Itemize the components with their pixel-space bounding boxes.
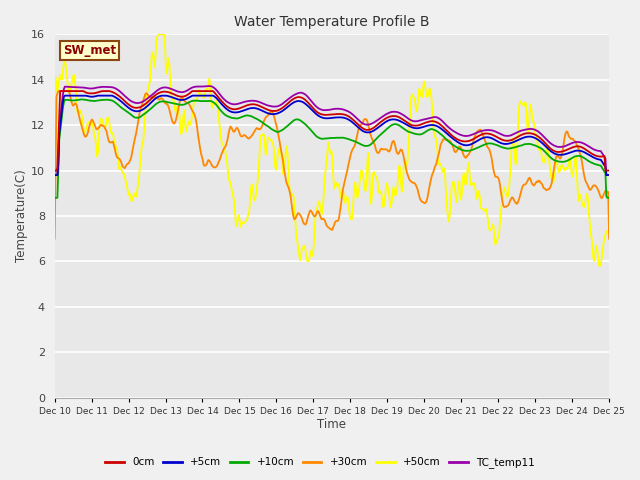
+30cm	[605, 236, 613, 241]
0cm	[150, 94, 157, 99]
Line: TC_temp11: TC_temp11	[54, 86, 609, 175]
+30cm	[422, 200, 429, 205]
+50cm	[469, 180, 477, 186]
+10cm	[378, 130, 386, 136]
X-axis label: Time: Time	[317, 419, 346, 432]
+50cm	[154, 32, 162, 37]
+50cm	[596, 263, 604, 269]
Line: 0cm: 0cm	[54, 91, 609, 170]
0cm	[303, 98, 310, 104]
TC_temp11	[378, 114, 386, 120]
+50cm	[149, 49, 157, 55]
TC_temp11	[193, 84, 201, 89]
+50cm	[378, 199, 386, 204]
+50cm	[195, 90, 202, 96]
+5cm	[61, 93, 68, 98]
Text: SW_met: SW_met	[63, 44, 116, 57]
Y-axis label: Temperature(C): Temperature(C)	[15, 169, 28, 263]
+10cm	[469, 147, 477, 153]
Line: +50cm: +50cm	[54, 35, 609, 266]
TC_temp11	[51, 172, 58, 178]
TC_temp11	[605, 172, 613, 178]
Line: +30cm: +30cm	[54, 91, 609, 239]
Title: Water Temperature Profile B: Water Temperature Profile B	[234, 15, 429, 29]
0cm	[56, 88, 64, 94]
+30cm	[150, 95, 157, 101]
+30cm	[54, 88, 62, 94]
0cm	[195, 88, 202, 94]
+10cm	[77, 96, 85, 102]
Line: +10cm: +10cm	[54, 99, 609, 198]
Line: +5cm: +5cm	[54, 96, 609, 175]
0cm	[469, 136, 477, 142]
+50cm	[51, 236, 58, 241]
+5cm	[378, 121, 386, 127]
+50cm	[303, 254, 310, 260]
TC_temp11	[303, 93, 310, 98]
+5cm	[195, 93, 202, 98]
+5cm	[150, 97, 157, 103]
+30cm	[51, 236, 58, 241]
+30cm	[378, 146, 386, 152]
+10cm	[303, 122, 310, 128]
+50cm	[422, 88, 429, 94]
+10cm	[51, 195, 58, 201]
+30cm	[469, 140, 477, 145]
TC_temp11	[422, 116, 429, 122]
TC_temp11	[149, 91, 157, 97]
0cm	[605, 168, 613, 173]
+10cm	[150, 103, 157, 109]
+5cm	[51, 172, 58, 178]
+30cm	[303, 220, 310, 226]
0cm	[51, 168, 58, 173]
+10cm	[195, 98, 202, 104]
TC_temp11	[205, 83, 213, 89]
TC_temp11	[469, 132, 477, 137]
+50cm	[605, 225, 613, 231]
+10cm	[422, 129, 429, 134]
0cm	[378, 118, 386, 124]
+5cm	[469, 141, 477, 146]
+5cm	[422, 123, 429, 129]
+5cm	[303, 102, 310, 108]
+10cm	[605, 195, 613, 201]
0cm	[422, 120, 429, 125]
+30cm	[195, 132, 202, 138]
Legend: 0cm, +5cm, +10cm, +30cm, +50cm, TC_temp11: 0cm, +5cm, +10cm, +30cm, +50cm, TC_temp1…	[101, 453, 539, 472]
+5cm	[605, 172, 613, 178]
